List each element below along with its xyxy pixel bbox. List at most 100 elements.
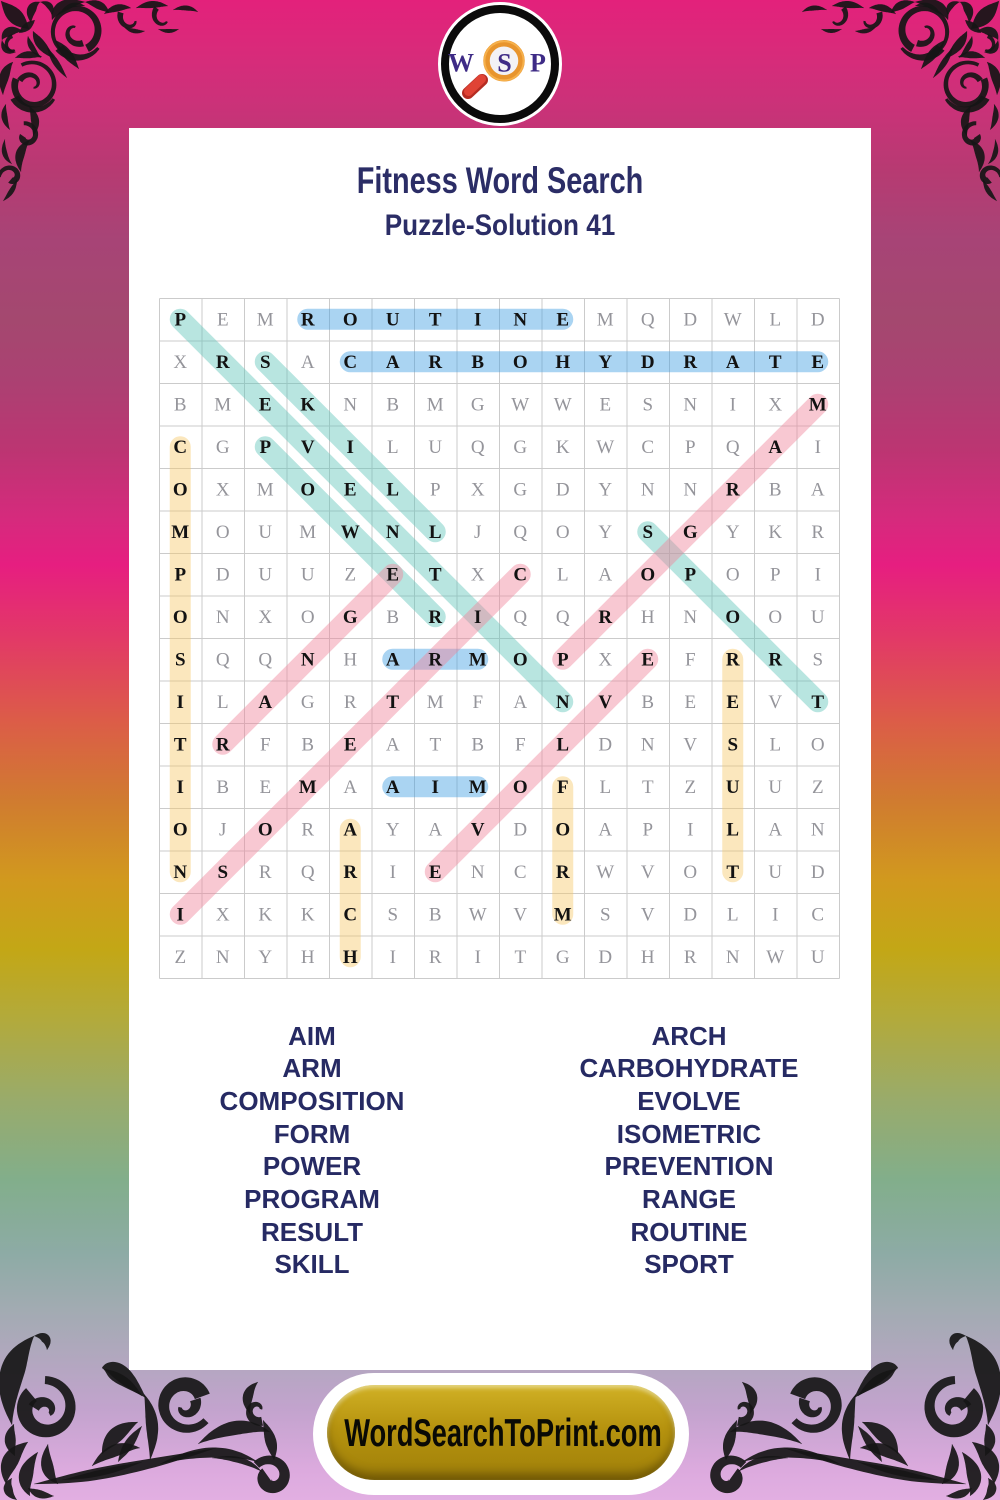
svg-text:V: V (598, 692, 612, 713)
svg-text:G: G (301, 692, 315, 713)
svg-text:D: D (598, 735, 612, 756)
svg-text:N: N (386, 522, 400, 543)
svg-text:S: S (497, 49, 511, 78)
svg-text:R: R (598, 607, 612, 628)
svg-text:S: S (387, 905, 398, 926)
svg-text:N: N (726, 947, 740, 968)
svg-text:G: G (556, 947, 570, 968)
svg-text:I: I (687, 820, 693, 841)
svg-text:P: P (259, 437, 271, 458)
svg-text:R: R (726, 650, 740, 671)
svg-text:E: E (429, 862, 442, 883)
svg-text:F: F (260, 735, 271, 756)
svg-text:V: V (683, 735, 697, 756)
svg-text:N: N (216, 947, 230, 968)
svg-text:P: P (430, 480, 441, 501)
svg-text:C: C (514, 862, 527, 883)
svg-text:R: R (216, 352, 230, 373)
svg-text:W: W (511, 395, 529, 416)
svg-text:A: A (768, 437, 782, 458)
svg-text:P: P (174, 310, 186, 331)
svg-text:B: B (641, 692, 654, 713)
svg-text:M: M (299, 777, 317, 798)
svg-text:C: C (513, 565, 527, 586)
svg-text:E: E (811, 352, 824, 373)
svg-text:R: R (683, 352, 697, 373)
svg-text:Y: Y (598, 352, 612, 373)
svg-text:G: G (343, 607, 358, 628)
svg-text:T: T (429, 565, 442, 586)
svg-text:X: X (471, 565, 485, 586)
svg-text:X: X (768, 395, 782, 416)
svg-text:Z: Z (344, 565, 356, 586)
svg-text:U: U (768, 777, 782, 798)
svg-text:D: D (513, 820, 527, 841)
svg-text:N: N (301, 650, 315, 671)
svg-text:X: X (598, 650, 612, 671)
svg-text:V: V (768, 692, 782, 713)
svg-text:L: L (217, 692, 229, 713)
svg-text:W: W (724, 310, 742, 331)
svg-text:I: I (772, 905, 778, 926)
svg-text:F: F (472, 692, 483, 713)
svg-text:O: O (513, 352, 528, 373)
svg-text:I: I (474, 310, 481, 331)
svg-text:V: V (513, 905, 527, 926)
svg-text:N: N (641, 480, 655, 501)
svg-text:O: O (555, 820, 570, 841)
svg-text:Q: Q (471, 437, 485, 458)
svg-text:D: D (598, 947, 612, 968)
svg-text:H: H (301, 947, 315, 968)
svg-text:A: A (301, 352, 315, 373)
svg-text:X: X (258, 607, 272, 628)
svg-text:A: A (386, 735, 400, 756)
svg-text:E: E (344, 480, 357, 501)
svg-text:U: U (811, 607, 825, 628)
svg-text:R: R (216, 735, 230, 756)
svg-text:I: I (177, 905, 184, 926)
svg-text:P: P (685, 437, 696, 458)
svg-text:U: U (428, 437, 442, 458)
svg-text:N: N (471, 862, 485, 883)
svg-text:X: X (173, 352, 187, 373)
svg-text:K: K (556, 437, 570, 458)
svg-text:L: L (727, 905, 739, 926)
svg-text:D: D (811, 862, 825, 883)
svg-text:L: L (556, 735, 569, 756)
svg-text:E: E (386, 565, 399, 586)
svg-text:R: R (556, 862, 570, 883)
svg-text:Z: Z (812, 777, 824, 798)
svg-text:V: V (641, 862, 655, 883)
svg-text:U: U (726, 777, 740, 798)
svg-text:B: B (471, 352, 484, 373)
svg-text:R: R (428, 650, 442, 671)
svg-text:T: T (769, 352, 782, 373)
svg-text:U: U (258, 522, 272, 543)
svg-text:U: U (301, 565, 315, 586)
svg-text:F: F (557, 777, 569, 798)
svg-text:M: M (171, 522, 189, 543)
svg-text:O: O (725, 607, 740, 628)
svg-text:P: P (557, 650, 569, 671)
svg-text:I: I (815, 437, 821, 458)
svg-text:T: T (726, 862, 739, 883)
svg-text:M: M (257, 310, 274, 331)
svg-text:I: I (474, 607, 481, 628)
svg-text:T: T (514, 947, 526, 968)
svg-text:W: W (448, 49, 474, 78)
svg-text:E: E (684, 692, 696, 713)
svg-text:T: T (386, 692, 399, 713)
svg-text:Q: Q (301, 862, 315, 883)
svg-text:H: H (555, 352, 570, 373)
svg-text:A: A (428, 820, 442, 841)
svg-text:L: L (726, 820, 739, 841)
svg-text:R: R (684, 947, 697, 968)
svg-text:U: U (386, 310, 400, 331)
svg-text:O: O (258, 820, 273, 841)
svg-text:I: I (390, 862, 396, 883)
svg-text:Y: Y (726, 522, 740, 543)
svg-text:S: S (600, 905, 611, 926)
svg-text:R: R (301, 310, 315, 331)
svg-text:R: R (344, 692, 357, 713)
svg-text:O: O (173, 820, 188, 841)
